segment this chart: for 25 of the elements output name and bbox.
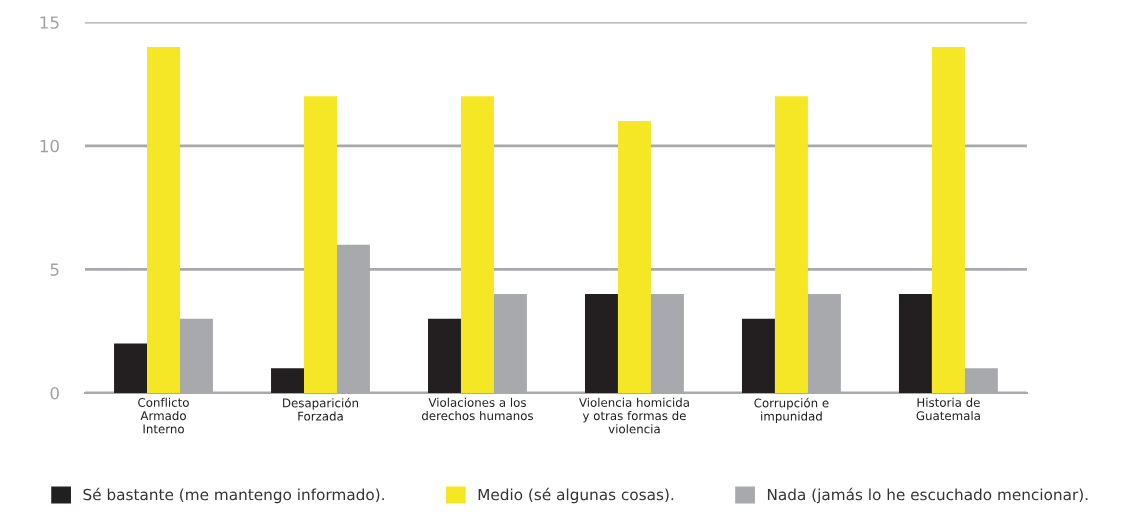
bar [460,96,494,393]
x-tick-label: Conflicto Armado Interno [138,397,189,434]
bar [898,294,932,393]
bar [617,121,651,393]
x-tick-label: Historia de Guatemala [916,397,980,421]
x-tick-label: Corrupción e impunidad [754,397,829,423]
x-tick-label: Desaparición Forzada [283,397,359,421]
legend-label: Medio (sé algunas cosas). [478,487,674,504]
bar [931,46,965,393]
bar [428,318,461,393]
bar [584,294,618,393]
legend-label: Sé bastante (me mantengo informado). [83,487,384,504]
bar [304,96,337,393]
x-tick-label: Violaciones a los derechos humanos [421,397,534,421]
y-tick-label: 15 [40,16,59,29]
bar [271,368,304,393]
bar [774,96,808,393]
bar [114,343,148,393]
y-tick-label: 5 [50,263,59,276]
y-tick-label: 10 [40,139,59,153]
legend-label: Nada (jamás lo he escuchado mencionar). [767,487,1088,504]
y-tick-label: 0 [50,386,59,400]
bar [741,318,775,393]
bar [147,46,180,393]
x-tick-label: Violencia homicida y otras formas de violencia [579,397,689,434]
